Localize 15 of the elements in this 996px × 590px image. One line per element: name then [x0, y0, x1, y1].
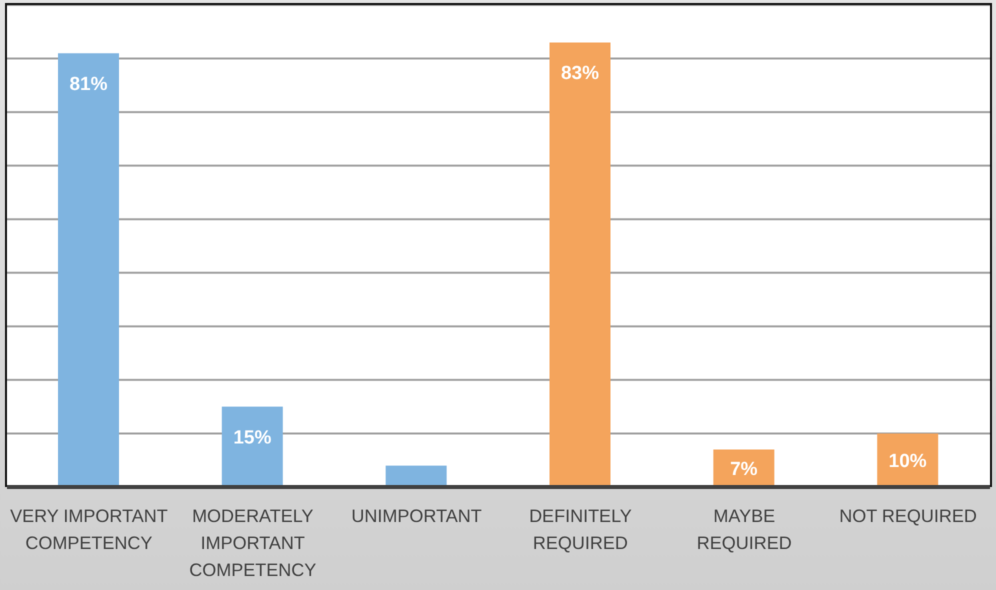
x-tick-label: VERY IMPORTANT COMPETENCY	[10, 506, 168, 553]
bar	[550, 42, 610, 487]
x-tick-label: MAYBE REQUIRED	[696, 506, 792, 553]
data-label: 15%	[233, 427, 272, 448]
x-tick-label: UNIMPORTANT	[351, 506, 482, 526]
data-label: 81%	[69, 74, 108, 95]
data-label: 83%	[560, 63, 600, 84]
data-label: 10%	[888, 450, 927, 472]
bar	[58, 53, 119, 487]
x-tick-label: MODERATELY IMPORTANT COMPETENCY	[189, 506, 316, 580]
bar	[386, 466, 447, 487]
bar	[222, 406, 283, 487]
x-tick-label: DEFINITELY REQUIRED	[529, 506, 632, 553]
x-tick-label: NOT REQUIRED	[839, 506, 977, 526]
data-label: 7%	[730, 458, 758, 480]
